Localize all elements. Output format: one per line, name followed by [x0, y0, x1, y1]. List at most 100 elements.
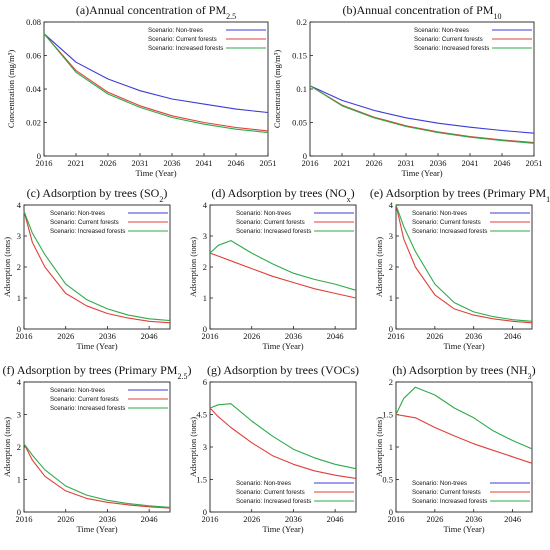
x-tick-label: 2046 — [141, 331, 158, 341]
y-tick-label: 4.5 — [196, 410, 207, 420]
x-tick-label: 2026 — [366, 158, 383, 168]
x-tick-label: 2046 — [228, 158, 245, 168]
y-tick-label: 1 — [389, 442, 393, 452]
x-axis-label: Time (Year) — [262, 341, 303, 351]
x-tick-label: 2046 — [141, 514, 158, 524]
y-axis-label: Concentration (mg/m³) — [272, 50, 282, 128]
x-tick-label: 2016 — [16, 514, 33, 524]
y-tick-label: 2 — [17, 442, 21, 452]
x-tick-label: 2051 — [260, 158, 277, 168]
chart-title-h: (h) Adsorption by trees (NH3) — [392, 363, 535, 381]
y-tick-label: 4 — [389, 200, 394, 210]
y-axis-label: Adsorption (tons) — [188, 417, 198, 477]
legend-label: Scenario: Current forests — [50, 396, 119, 403]
x-tick-label: 2036 — [99, 331, 116, 341]
x-tick-label: 2041 — [462, 158, 479, 168]
x-tick-label: 2016 — [388, 331, 405, 341]
x-axis-label: Time (Year) — [262, 524, 303, 534]
y-tick-label: 3 — [17, 410, 21, 420]
y-tick-label: 3 — [203, 231, 207, 241]
series-line-current-forests — [23, 211, 171, 324]
y-tick-label: 0 — [17, 507, 21, 517]
y-tick-label: 4 — [203, 200, 208, 210]
y-tick-label: 0 — [303, 151, 307, 161]
x-tick-label: 2046 — [327, 331, 344, 341]
x-axis-label: Time (Year) — [443, 524, 484, 534]
chart-title-main: (e) Adsorption by trees (Primary PM — [370, 186, 547, 200]
chart-panel-f: (f) Adsorption by trees (Primary PM2.5) 0… — [2, 363, 191, 534]
legend-label: Scenario: Current forests — [412, 219, 481, 226]
x-tick-label: 2036 — [285, 514, 302, 524]
x-tick-label: 2031 — [398, 158, 415, 168]
y-tick-label: 0 — [203, 324, 207, 334]
x-tick-label: 2036 — [164, 158, 181, 168]
y-tick-label: 0.05 — [292, 118, 307, 128]
chart-title-a: (a)Annual concentration of PM2.5 — [76, 3, 236, 21]
legend-label: Scenario: Non-trees — [412, 210, 467, 217]
legend-e: Scenario: Non-trees Scenario: Current for… — [412, 210, 530, 235]
x-tick-label: 2051 — [526, 158, 543, 168]
chart-panel-b: (b)Annual concentration of PM10 0 0.05 0.1 0… — [272, 3, 543, 178]
legend-label: Scenario: Current forests — [148, 36, 217, 43]
chart-title-b: (b)Annual concentration of PM10 — [343, 3, 502, 21]
chart-title-main: (f) Adsorption by trees (Primary PM — [3, 363, 178, 377]
chart-title-end: ) — [187, 363, 191, 377]
legend-label: Scenario: Non-trees — [414, 27, 469, 34]
x-axis-label: Time (Year) — [135, 168, 176, 178]
legend-label: Scenario: Current forests — [414, 36, 483, 43]
x-tick-label: 2026 — [57, 514, 74, 524]
chart-title-c: (c) Adsorption by trees (SO2) — [27, 186, 168, 204]
x-tick-label: 2046 — [504, 514, 521, 524]
series-line-current-forests — [209, 252, 357, 299]
y-tick-label: 0.1 — [296, 84, 307, 94]
legend-label: Scenario: Increased forests — [236, 228, 311, 235]
chart-title-end: ) — [532, 363, 536, 377]
x-axis-label: Time (Year) — [76, 341, 117, 351]
chart-title-main: (d) Adsorption by trees (NO — [211, 186, 347, 200]
chart-title-end: ) — [351, 186, 355, 200]
y-axis-label: Adsorption (tons) — [2, 417, 12, 477]
y-tick-label: 1.5 — [382, 410, 393, 420]
x-tick-label: 2041 — [196, 158, 213, 168]
legend-label: Scenario: Increased forests — [236, 498, 311, 505]
chart-panel-e: (e) Adsorption by trees (Primary PM10) 0 1… — [370, 186, 550, 351]
y-tick-label: 1 — [17, 293, 21, 303]
chart-title-subscript: 2 — [159, 195, 163, 204]
legend-label: Scenario: Non-trees — [236, 210, 291, 217]
x-tick-label: 2031 — [132, 158, 149, 168]
series-line-increased-forests — [209, 240, 357, 291]
y-tick-label: 0.5 — [382, 475, 393, 485]
legend-label: Scenario: Increased forests — [412, 228, 487, 235]
chart-panel-g: (g) Adsorption by trees (VOCs) 0 1.5 3 4.5 6 2… — [188, 363, 359, 534]
x-tick-label: 2021 — [334, 158, 351, 168]
chart-title-main: (h) Adsorption by trees (NH — [392, 363, 528, 377]
y-tick-label: 1 — [203, 293, 207, 303]
chart-title-subscript: 2.5 — [226, 12, 236, 21]
legend-label: Scenario: Current forests — [236, 489, 305, 496]
x-axis-label: Time (Year) — [401, 168, 442, 178]
chart-panel-a: (a)Annual concentration of PM2.5 0 0.02 0.0… — [6, 3, 277, 178]
legend-f: Scenario: Non-trees Scenario: Current for… — [50, 387, 168, 412]
x-tick-label: 2016 — [202, 331, 219, 341]
legend-label: Scenario: Current forests — [50, 219, 119, 226]
legend-d: Scenario: Non-trees Scenario: Current for… — [236, 210, 354, 235]
chart-title-main: (g) Adsorption by trees (VOCs) — [207, 363, 359, 377]
y-axis-label: Adsorption (tons) — [2, 237, 12, 297]
chart-panel-h: (h) Adsorption by trees (NH3) 0 0.5 1 1.5 2 20… — [374, 363, 536, 534]
x-axis-label: Time (Year) — [443, 341, 484, 351]
chart-title-e: (e) Adsorption by trees (Primary PM10) — [370, 186, 550, 204]
y-tick-label: 0 — [389, 507, 393, 517]
chart-title-d: (d) Adsorption by trees (NOx) — [211, 186, 354, 204]
x-tick-label: 2016 — [36, 158, 53, 168]
x-tick-label: 2026 — [426, 331, 443, 341]
y-tick-label: 0 — [389, 324, 393, 334]
chart-title-subscript: x — [347, 195, 351, 204]
y-tick-label: 0.08 — [26, 17, 41, 27]
x-tick-label: 2026 — [243, 514, 260, 524]
y-tick-label: 2 — [389, 262, 393, 272]
x-tick-label: 2046 — [327, 514, 344, 524]
x-axis-label: Time (Year) — [76, 524, 117, 534]
y-tick-label: 6 — [203, 377, 207, 387]
series-line-non-trees — [309, 85, 535, 134]
